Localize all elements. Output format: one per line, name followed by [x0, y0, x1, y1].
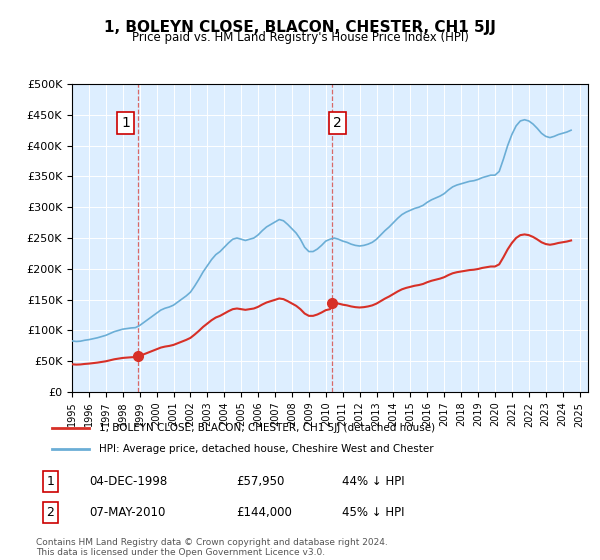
Text: Contains HM Land Registry data © Crown copyright and database right 2024.
This d: Contains HM Land Registry data © Crown c… — [36, 538, 388, 557]
Text: 2: 2 — [47, 506, 55, 519]
Text: 1, BOLEYN CLOSE, BLACON, CHESTER, CH1 5JJ: 1, BOLEYN CLOSE, BLACON, CHESTER, CH1 5J… — [104, 20, 496, 35]
Text: 04-DEC-1998: 04-DEC-1998 — [89, 475, 167, 488]
Text: 1: 1 — [47, 475, 55, 488]
Text: £144,000: £144,000 — [236, 506, 293, 519]
Text: 44% ↓ HPI: 44% ↓ HPI — [342, 475, 405, 488]
Text: 1: 1 — [121, 116, 130, 130]
Text: HPI: Average price, detached house, Cheshire West and Chester: HPI: Average price, detached house, Ches… — [100, 444, 434, 454]
Text: 07-MAY-2010: 07-MAY-2010 — [89, 506, 165, 519]
Text: 45% ↓ HPI: 45% ↓ HPI — [342, 506, 405, 519]
Text: Price paid vs. HM Land Registry's House Price Index (HPI): Price paid vs. HM Land Registry's House … — [131, 31, 469, 44]
Text: £57,950: £57,950 — [236, 475, 285, 488]
Text: 2: 2 — [334, 116, 342, 130]
Text: 1, BOLEYN CLOSE, BLACON, CHESTER, CH1 5JJ (detached house): 1, BOLEYN CLOSE, BLACON, CHESTER, CH1 5J… — [100, 423, 436, 433]
